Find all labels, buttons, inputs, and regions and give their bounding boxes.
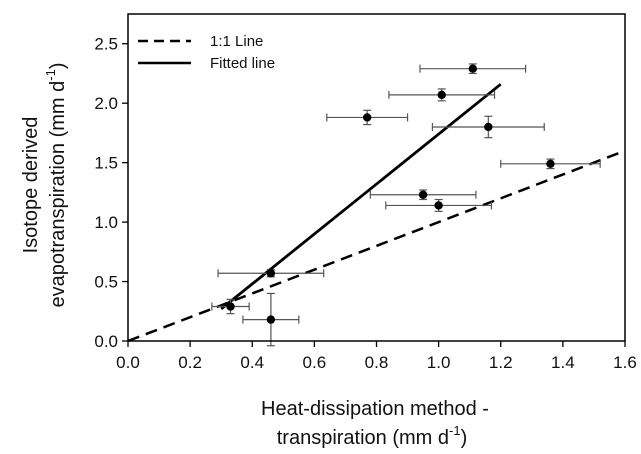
y-axis-title-line2: evapotranspiration (mm d bbox=[47, 81, 69, 308]
x-tick-label: 0.2 bbox=[178, 353, 202, 372]
data-point bbox=[266, 269, 276, 278]
y-tick-label: 1.0 bbox=[94, 213, 118, 232]
x-tick-label: 1.0 bbox=[427, 353, 451, 372]
y-axis-unit-exponent: -1 bbox=[43, 69, 58, 81]
x-tick-label: 1.2 bbox=[489, 353, 513, 372]
y-tick-label: 2.5 bbox=[94, 35, 118, 54]
legend-label-fitted-line: Fitted line bbox=[210, 55, 275, 72]
data-point-group bbox=[217, 269, 325, 278]
legend: 1:1 Line Fitted line bbox=[138, 33, 275, 72]
data-point bbox=[434, 201, 443, 210]
data-point-group bbox=[326, 109, 409, 126]
data-point bbox=[437, 90, 446, 100]
data-point bbox=[362, 113, 372, 122]
x-tick-label: 1.4 bbox=[551, 353, 575, 372]
plot-frame bbox=[127, 13, 626, 342]
data-point bbox=[484, 122, 493, 132]
y-tick-label: 1.5 bbox=[94, 154, 118, 173]
x-axis-title-unit: transpiration (mm d-1) bbox=[277, 423, 468, 449]
y-axis-title-unit: evapotranspiration (mm d-1) bbox=[43, 62, 69, 307]
x-tick-label: 0.4 bbox=[240, 353, 264, 372]
data-point-group bbox=[385, 198, 493, 212]
data-point bbox=[226, 302, 235, 311]
x-tick-label: 1.6 bbox=[613, 353, 637, 372]
x-axis-title-line1: Heat-dissipation method - bbox=[261, 398, 489, 420]
x-axis-title-line2: transpiration (mm d bbox=[277, 427, 449, 449]
x-tick-label: 0.8 bbox=[365, 353, 389, 372]
y-axis-unit-close: ) bbox=[47, 62, 69, 69]
y-axis-title: Isotope derived bbox=[20, 117, 42, 254]
y-tick-label: 2.0 bbox=[94, 94, 118, 113]
x-axis-unit-close: ) bbox=[461, 427, 468, 449]
data-point-group bbox=[431, 115, 545, 139]
data-point bbox=[418, 190, 428, 199]
x-tick-label: 0.6 bbox=[303, 353, 327, 372]
data-point-group bbox=[388, 88, 496, 102]
data-point bbox=[468, 64, 477, 73]
y-tick-label: 0.5 bbox=[94, 273, 118, 292]
y-tick-label: 0.0 bbox=[94, 332, 118, 351]
data-point-group bbox=[369, 189, 477, 201]
x-axis-unit-exponent: -1 bbox=[449, 423, 461, 438]
data-point-group bbox=[500, 158, 601, 170]
x-axis-title: Heat-dissipation method - bbox=[261, 398, 489, 420]
one-to-one-line bbox=[127, 149, 626, 343]
y-axis-title-line1: Isotope derived bbox=[20, 117, 42, 254]
data-point-group bbox=[419, 63, 527, 75]
legend-label-one-to-one: 1:1 Line bbox=[210, 33, 263, 50]
data-point-group bbox=[242, 292, 300, 347]
data-point-group bbox=[211, 298, 250, 315]
data-point bbox=[546, 159, 555, 169]
data-point bbox=[266, 315, 276, 324]
x-tick-label: 0.0 bbox=[116, 353, 140, 372]
